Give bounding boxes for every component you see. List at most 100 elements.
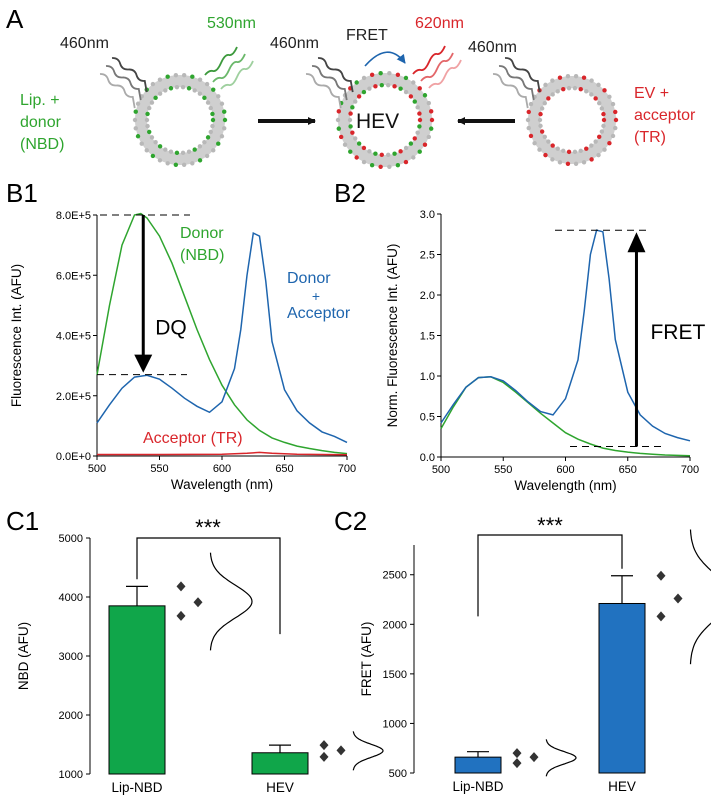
lipid-headgroup [593,139,598,144]
lipid-headgroup [168,149,174,154]
lipid-headgroup [417,149,422,154]
lipid-headgroup [379,152,384,158]
lipid-headgroup [373,151,378,156]
data-point [673,593,683,604]
donor-vesicle [132,72,228,168]
lipid-headgroup [153,95,158,100]
lipid-headgroup [584,89,589,94]
y-tick-label: 1000 [383,718,407,730]
lipid-headgroup [168,86,174,91]
series-label-donor-line2: (NBD) [180,247,224,264]
acceptor-vesicle-label-line3: (TR) [634,129,666,146]
lipid-headgroup [395,163,401,168]
lipid-headgroup [353,99,358,104]
y-tick-label: 4.0E+5 [56,331,91,343]
donor-excitation-arrows [99,57,148,109]
lipid-headgroup [538,123,543,129]
lipid-headgroup [426,134,432,140]
x-tick-label: 700 [338,463,356,475]
lipid-headgroup [601,111,606,117]
lipid-headgroup [144,148,149,153]
lipid-headgroup [578,148,583,153]
lipid-headgroup [361,159,367,165]
lipid-headgroup [210,117,216,123]
x-tick-label: 550 [494,464,512,476]
lipid-headgroup [373,84,378,89]
distribution-curve [209,552,253,651]
significance-label: *** [537,513,563,538]
lipid-headgroup [192,88,197,93]
lipid-headgroup [550,143,555,148]
lipid-headgroup [403,75,409,81]
lipid-headgroup [408,94,414,99]
lipid-headgroup [581,160,587,165]
lipid-headgroup [165,74,170,79]
lipid-headgroup [596,82,601,88]
significance-bracket [477,534,623,617]
lipid-headgroup [197,158,203,163]
lipid-headgroup [596,152,601,158]
lipid-headgroup [205,135,211,140]
lipid-headgroup [557,160,563,165]
lipid-headgroup [369,72,375,77]
y-tick-label: 1000 [59,769,83,781]
data-point [336,745,346,756]
lipid-headgroup [411,80,416,85]
lipid-headgroup [354,155,359,160]
y-axis-label: NBD (AFU) [16,622,31,690]
lipid-headgroup [361,89,367,95]
lipid-headgroup [578,87,583,92]
lipid-headgroup [202,140,207,145]
lipid-headgroup [353,136,358,141]
lipid-headgroup [144,117,150,123]
dq-label: DQ [155,317,187,340]
lipid-headgroup [607,94,612,100]
panel-label-c1: C1 [6,506,39,536]
donor-vesicle-label-line1: Lip. + [20,92,60,109]
lipid-headgroup [132,117,138,123]
lipid-headgroup [398,86,403,91]
y-tick-label: 5000 [59,533,83,545]
lipid-headgroup [153,140,158,145]
y-tick-label: 1500 [383,669,407,681]
lipid-headgroup [135,101,141,106]
lipid-headgroup [589,143,594,148]
x-axis-label: Wavelength (nm) [514,478,616,493]
lipid-headgroup [205,100,211,105]
lipid-headgroup [543,82,548,88]
lipid-headgroup [350,105,355,110]
series-line-0 [440,376,691,457]
y-tick-label: 2.5 [420,250,435,262]
lipid-headgroup [163,88,168,93]
hev-label: HEV [356,110,399,133]
lipid-headgroup [147,129,152,135]
lipid-headgroup [348,124,353,129]
lipid-headgroup [573,161,579,167]
lipid-headgroup [367,86,372,91]
data-point [319,740,329,751]
lipid-headgroup [602,147,607,152]
lipid-headgroup [539,106,545,111]
data-point [656,611,666,622]
lipid-headgroup [147,105,152,111]
y-axis-label: Norm. Fluorescence Int. (AFU) [385,244,400,428]
lipid-headgroup [174,150,180,156]
lipid-headgroup [543,152,548,158]
lipid-headgroup [589,92,594,97]
lipid-headgroup [408,141,414,146]
lipid-headgroup [593,96,598,101]
lipid-headgroup [412,99,417,104]
x-category-label: HEV [608,779,636,794]
lipid-headgroup [589,78,594,83]
lipid-headgroup [181,162,187,168]
panel-label-b2: B2 [334,178,366,208]
bar-hev [598,602,646,774]
lipid-headgroup [613,109,618,115]
lipid-headgroup [597,134,602,140]
y-tick-label: 500 [389,768,407,780]
y-tick-label: 2000 [59,710,83,722]
lipid-headgroup [181,72,187,78]
y-tick-label: 0.0 [420,452,435,464]
x-category-label: HEV [266,780,294,795]
data-point [512,758,522,769]
